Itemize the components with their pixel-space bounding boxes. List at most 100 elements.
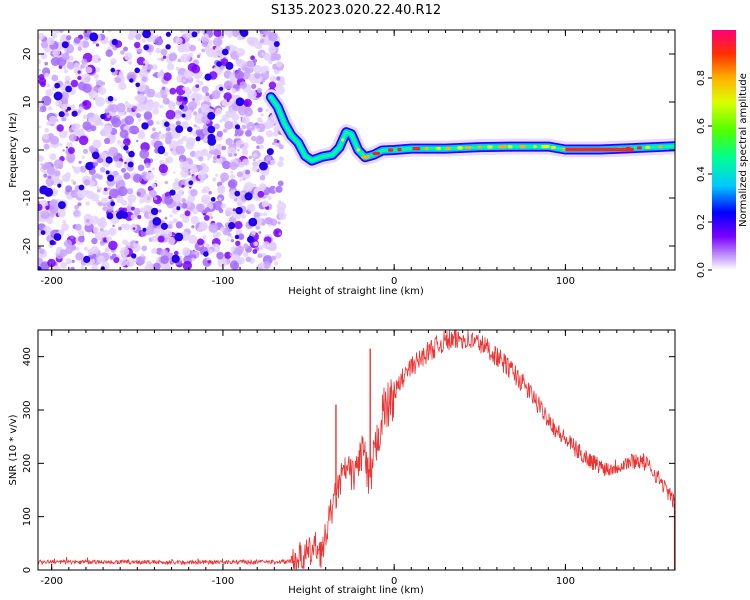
noise-peak bbox=[123, 145, 129, 151]
noise-blob bbox=[63, 69, 68, 74]
noise-blob bbox=[261, 200, 269, 208]
noise-blob bbox=[253, 158, 256, 162]
noise-blob bbox=[76, 128, 85, 137]
noise-peak bbox=[89, 32, 99, 42]
noise-blob bbox=[66, 35, 72, 41]
noise-peak bbox=[191, 31, 198, 38]
noise-blob bbox=[218, 197, 222, 201]
colorbar: 0.0 0.2 0.4 0.6 0.8 Normalized spectral ampl… bbox=[696, 30, 749, 278]
noise-blob bbox=[56, 124, 64, 132]
noise-blob bbox=[274, 143, 279, 148]
spectrogram-ytick-label: 0 bbox=[22, 147, 33, 153]
noise-blob bbox=[156, 121, 160, 125]
snr-line bbox=[38, 330, 675, 570]
noise-blob bbox=[258, 136, 262, 141]
noise-blob bbox=[139, 149, 150, 159]
noise-blob bbox=[123, 172, 131, 180]
noise-blob bbox=[245, 129, 252, 137]
noise-peak bbox=[240, 30, 249, 37]
noise-blob bbox=[195, 93, 203, 101]
snr-xtick-label: -100 bbox=[212, 576, 235, 587]
noise-blob bbox=[70, 244, 77, 251]
noise-blob bbox=[56, 229, 59, 233]
noise-blob bbox=[40, 163, 43, 166]
noise-blob bbox=[95, 79, 99, 83]
noise-blob bbox=[155, 47, 162, 54]
noise-blob bbox=[119, 129, 129, 139]
noise-blob bbox=[95, 43, 100, 47]
noise-blob bbox=[184, 88, 192, 96]
noise-blob bbox=[243, 114, 246, 117]
noise-blob bbox=[195, 203, 205, 212]
noise-peak bbox=[120, 211, 129, 219]
noise-peak bbox=[106, 212, 114, 220]
noise-blob bbox=[83, 165, 86, 168]
noise-blob bbox=[168, 103, 176, 111]
noise-blob bbox=[45, 88, 54, 97]
noise-blob bbox=[164, 195, 174, 205]
colorbar-ticks: 0.0 0.2 0.4 0.6 0.8 bbox=[696, 70, 712, 278]
tone-peak bbox=[372, 151, 380, 156]
noise-blob bbox=[99, 187, 102, 191]
colorbar-tick-label: 0.6 bbox=[696, 118, 707, 134]
noise-blob bbox=[232, 79, 237, 85]
noise-blob bbox=[188, 234, 198, 244]
noise-blob bbox=[83, 246, 88, 251]
noise-blob bbox=[207, 260, 211, 264]
noise-blob bbox=[240, 213, 247, 219]
noise-blob bbox=[213, 30, 222, 37]
noise-blob bbox=[162, 97, 170, 105]
noise-blob bbox=[59, 143, 63, 147]
noise-blob bbox=[201, 85, 209, 93]
noise-blob bbox=[136, 93, 146, 103]
noise-blob bbox=[40, 41, 49, 49]
noise-blob bbox=[268, 224, 271, 227]
noise-blob bbox=[197, 38, 201, 41]
noise-blob bbox=[253, 183, 257, 187]
noise-blob bbox=[237, 233, 245, 240]
noise-blob bbox=[204, 207, 211, 213]
snr-frame bbox=[37, 329, 676, 571]
noise-blob bbox=[197, 172, 206, 181]
noise-blob bbox=[71, 190, 76, 195]
noise-blob bbox=[151, 235, 157, 242]
noise-peak bbox=[204, 73, 212, 81]
noise-blob bbox=[238, 244, 242, 249]
noise-blob bbox=[225, 138, 233, 146]
noise-blob bbox=[265, 70, 270, 75]
noise-blob bbox=[237, 257, 245, 265]
noise-blob bbox=[241, 116, 250, 125]
noise-blob bbox=[90, 215, 100, 225]
noise-blob bbox=[153, 262, 161, 270]
noise-blob bbox=[235, 135, 240, 139]
tone-peak bbox=[424, 147, 429, 151]
noise-blob bbox=[208, 249, 214, 254]
noise-blob bbox=[268, 81, 277, 89]
noise-blob bbox=[143, 193, 153, 203]
noise-peak bbox=[207, 111, 216, 120]
noise-blob bbox=[200, 34, 210, 43]
noise-peak bbox=[142, 227, 147, 232]
noise-blob bbox=[157, 137, 161, 140]
spectrogram-ytick-label: -10 bbox=[22, 190, 33, 206]
noise-blob bbox=[148, 52, 152, 56]
noise-blob bbox=[50, 199, 58, 207]
noise-blob bbox=[277, 160, 284, 168]
spectrogram-ylabel: Frequency (Hz) bbox=[8, 112, 19, 188]
noise-blob bbox=[257, 190, 265, 198]
noise-blob bbox=[216, 130, 223, 138]
colorbar-label: Normalized spectral amplitude bbox=[738, 73, 749, 227]
noise-blob bbox=[46, 37, 55, 46]
tone-peak bbox=[561, 147, 566, 151]
noise-blob bbox=[272, 131, 279, 137]
noise-blob bbox=[98, 201, 103, 207]
noise-blob bbox=[97, 86, 107, 95]
noise-blob bbox=[163, 72, 172, 81]
noise-blob bbox=[256, 123, 266, 133]
noise-blob bbox=[274, 261, 279, 266]
noise-blob bbox=[197, 164, 203, 171]
tone-peak bbox=[636, 146, 642, 150]
noise-blob bbox=[140, 230, 147, 237]
noise-blob bbox=[184, 210, 191, 217]
